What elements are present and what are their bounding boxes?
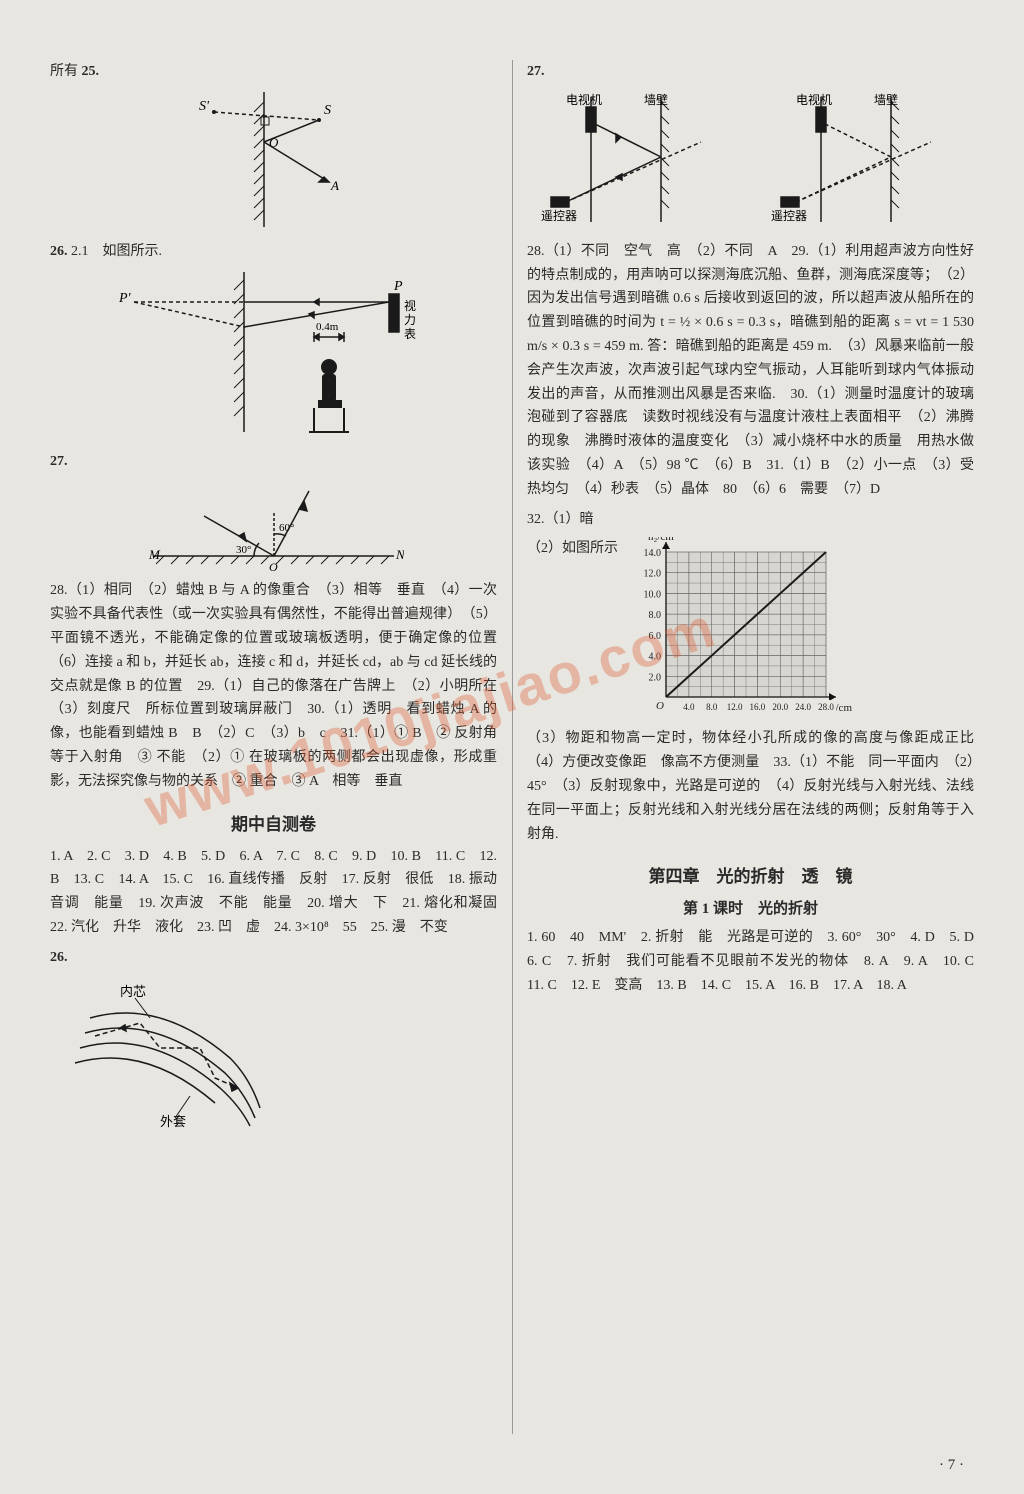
label-remote1: 遥控器: [541, 209, 577, 223]
prefix-line: 所有 25.: [50, 60, 497, 84]
label-wall2: 墙壁: [874, 92, 898, 107]
q32b: （2）如图所示: [527, 537, 618, 561]
svg-text:28.0: 28.0: [818, 702, 834, 712]
label-A: A: [330, 178, 339, 193]
q26-line: 26. 26. 2.1 如图所示.2.1 如图所示.: [50, 240, 497, 264]
chart-q32: 4.0 8.0 12.0 16.0 20.0 24.0 28.0 2.0 4.0 6.0 8.0 10…: [628, 537, 858, 727]
svg-text:4.0: 4.0: [649, 652, 662, 663]
label-outer: 外套: [160, 1114, 186, 1128]
label-M: M: [148, 547, 161, 562]
p32c: （3）物距和物高一定时，物体经小孔所成的像的高度与像距成正比 （4）方便改变像距…: [527, 727, 974, 846]
right-column: 27. 电视机 墙壁: [527, 60, 974, 1454]
diagram-27: M N O 30° 60°: [144, 481, 404, 571]
lesson1-body: 1. 60 40 MM' 2. 折射 能 光路是可逆的 3. 60° 30° 4…: [527, 926, 974, 997]
q27-label: 27.: [50, 450, 497, 474]
svg-text:8.0: 8.0: [649, 611, 662, 622]
diagram-25: S' S O A: [169, 92, 379, 232]
label-S: S: [324, 103, 331, 118]
midtest-body: 1. A 2. C 3. D 4. B 5. D 6. A 7. C 8. C …: [50, 845, 497, 940]
svg-text:O: O: [656, 700, 664, 712]
q28-para: 28.（1）相同 （2）蜡烛 B 与 A 的像重合 （3）相等 垂直 （4）一次…: [50, 579, 497, 793]
label-inner: 内芯: [120, 984, 146, 999]
label-N: N: [395, 547, 404, 562]
svg-text:4.0: 4.0: [683, 702, 695, 712]
prefix-text: 所有: [50, 64, 78, 79]
svg-text:h₂/cm: h₂/cm: [648, 537, 674, 543]
svg-text:14.0: 14.0: [644, 548, 662, 559]
diagram-27r: 电视机 墙壁 遥控器 电视机 墙壁 遥控器: [536, 92, 966, 232]
label-a1: 30°: [236, 544, 251, 556]
svg-text:20.0: 20.0: [772, 702, 788, 712]
q25-label: 25.: [82, 64, 100, 79]
svg-text:12.0: 12.0: [727, 702, 743, 712]
ch4-title: 第四章 光的折射 透 镜: [527, 862, 974, 887]
label-table-2: 力: [404, 313, 416, 327]
q27r-label: 27.: [527, 60, 974, 84]
left-column: 所有 25.: [50, 60, 497, 1454]
column-divider: [512, 60, 513, 1434]
q32a: 32.（1）暗: [527, 508, 974, 532]
label-a2: 60°: [279, 522, 294, 534]
label-Sp: S': [199, 99, 210, 114]
midtest-title: 期中自测卷: [50, 810, 497, 835]
svg-text:24.0: 24.0: [795, 702, 811, 712]
lesson1-title: 第 1 课时 光的折射: [527, 897, 974, 918]
page-number: · 7 ·: [939, 1457, 964, 1474]
svg-text:10.0: 10.0: [644, 590, 662, 601]
svg-text:12.0: 12.0: [644, 569, 662, 580]
label-remote2: 遥控器: [771, 209, 807, 223]
svg-text:8.0: 8.0: [706, 702, 718, 712]
label-wall1: 墙壁: [644, 92, 668, 107]
svg-text:16.0: 16.0: [750, 702, 766, 712]
diagram-26: P' P 0.4m 视 力 表: [114, 272, 434, 442]
label-table-1: 视: [404, 298, 416, 313]
svg-text:6.0: 6.0: [649, 631, 662, 642]
label-tv2: 电视机: [796, 92, 832, 107]
label-O: O: [269, 135, 279, 150]
label-table-3: 表: [404, 327, 416, 341]
label-tv1: 电视机: [566, 92, 602, 107]
p28-para: 28.（1）不同 空气 高 （2）不同 A 29.（1）利用超声波方向性好的特点…: [527, 240, 974, 502]
label-P: P: [393, 279, 403, 294]
diagram-26b: 内芯 外套: [60, 978, 280, 1128]
label-O: O: [269, 560, 278, 571]
label-dist: 0.4m: [316, 321, 339, 333]
label-Pp: P': [118, 291, 132, 306]
q26b-label: 26.: [50, 946, 497, 970]
svg-text:2.0: 2.0: [649, 673, 662, 684]
